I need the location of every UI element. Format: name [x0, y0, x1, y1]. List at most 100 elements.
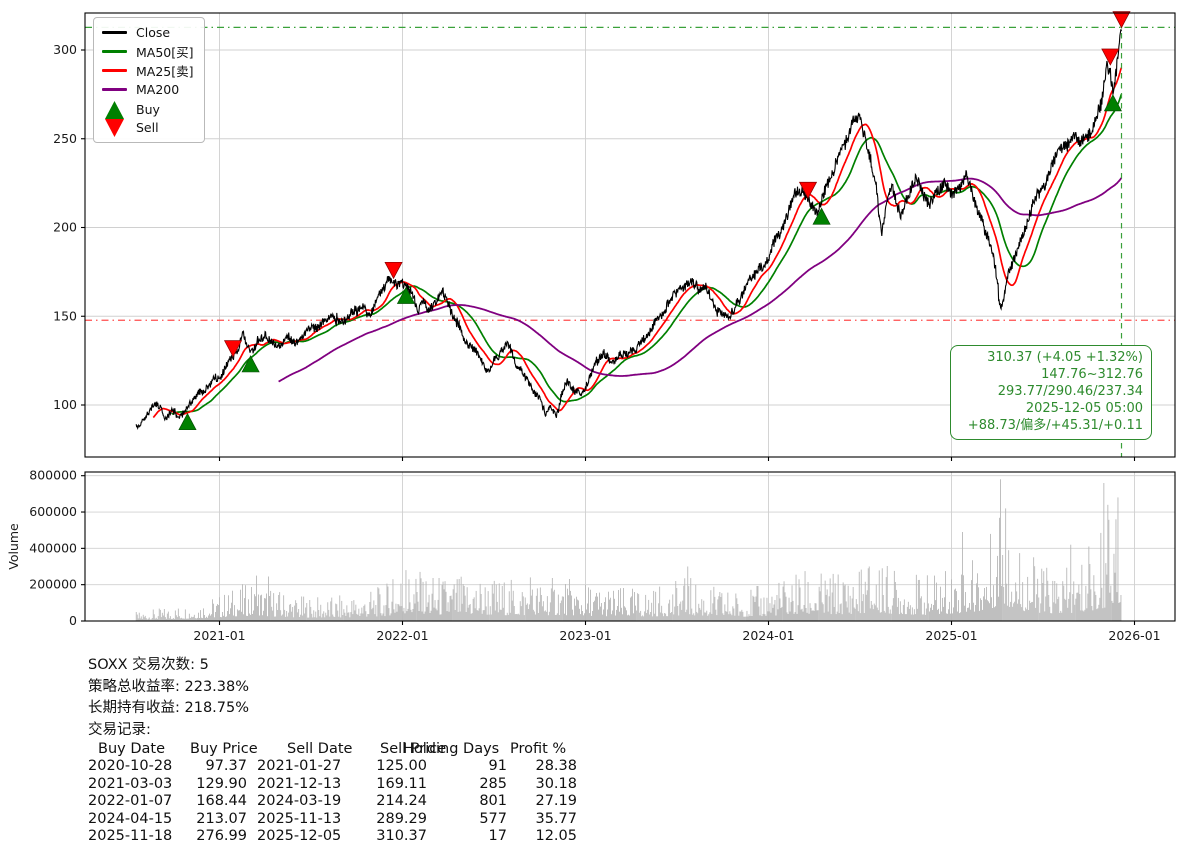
sell-marker	[223, 340, 243, 358]
trade-cell: 17	[488, 827, 507, 844]
summary-hold-return: 长期持有收益: 218.75%	[88, 700, 250, 716]
trade-row: 2024-04-15 213.07 2025-11-13 289.29 577 35.77	[88, 811, 728, 828]
buy-marker-icon	[101, 100, 127, 120]
trade-cell: 12.05	[535, 827, 577, 844]
legend-item-ma200: MA200	[101, 80, 197, 99]
trade-cell: 125.00	[376, 758, 427, 775]
volume-tick-label: 800000	[29, 468, 77, 483]
x-tick-label: 2023-01	[559, 628, 611, 643]
trade-cell: 91	[488, 758, 507, 775]
legend-line-swatch	[101, 88, 127, 91]
trade-cell: 28.38	[535, 758, 577, 775]
trade-cell: 97.37	[205, 758, 247, 775]
gridlines	[85, 13, 1175, 621]
x-tick-label: 2026-01	[1108, 628, 1160, 643]
col-buy-date: Buy Date	[98, 741, 165, 757]
price-tick-label: 100	[53, 397, 77, 412]
legend-label: Buy	[136, 102, 160, 117]
buy-marker	[1103, 94, 1122, 112]
col-profit-pct: Profit %	[510, 741, 567, 757]
axis-labels: 100 150 200 250 300 0 200000 400000 600000 800000…	[6, 42, 1161, 643]
trade-markers	[178, 11, 1131, 431]
legend-item-ma25-: MA25[卖]	[101, 61, 197, 80]
buy-marker	[178, 412, 197, 431]
legend-line-swatch	[101, 31, 127, 34]
legend-item-sell: Sell	[101, 117, 197, 138]
summary-strategy-return: 策略总收益率: 223.38%	[88, 678, 250, 695]
col-holding-days: Holding Days	[403, 741, 500, 757]
strategy-report: SOXX 交易次数: 5 策略总收益率: 223.38% 长期持有收益: 218…	[88, 655, 728, 845]
annotation-signal-line: +88.73/偏多/+45.31/+0.11	[967, 417, 1143, 433]
annotation-time-line: 2025-12-05 05:00	[1025, 400, 1143, 416]
sell-marker	[384, 261, 403, 280]
trade-cell: 276.99	[196, 827, 247, 844]
price-volume-chart: 100 150 200 250 300 0 200000 400000 600000 800000…	[6, 11, 1176, 643]
buy-marker	[396, 286, 416, 304]
trade-cell: 129.90	[196, 775, 247, 792]
col-buy-price: Buy Price	[190, 741, 258, 757]
trade-table-header: Buy Date Buy Price Sell Date Sell Price …	[88, 741, 728, 758]
annotation-price-line: 310.37 (+4.05 +1.32%)	[987, 350, 1143, 365]
trade-cell: 2021-03-03	[88, 775, 173, 792]
annotation-ma-line: 293.77/290.46/237.34	[997, 383, 1143, 399]
volume-tick-label: 200000	[29, 577, 77, 592]
x-tick-label: 2024-01	[742, 628, 794, 643]
summary-records-title: 交易记录:	[88, 721, 151, 738]
legend-item-buy: Buy	[101, 99, 197, 120]
trade-cell: 2025-11-18	[88, 827, 173, 844]
axes	[81, 12, 1176, 625]
trade-cell: 168.44	[196, 793, 247, 810]
trade-cell: 214.24	[376, 793, 427, 810]
volume-tick-label: 600000	[29, 504, 77, 519]
trade-cell: 169.11	[376, 775, 427, 792]
trade-cell: 2024-04-15	[88, 810, 173, 827]
legend-item-close: Close	[101, 23, 197, 42]
trade-cell: 30.18	[535, 775, 577, 792]
legend-label: MA25[卖]	[136, 64, 194, 79]
trade-cell: 2021-12-13	[257, 775, 342, 792]
x-tick-label: 2025-01	[925, 628, 977, 643]
trade-row: 2020-10-28 97.37 2021-01-27 125.00 91 28.38	[88, 758, 728, 775]
trade-cell: 2021-01-27	[257, 758, 342, 775]
price-tick-label: 300	[53, 42, 77, 57]
trade-cell: 213.07	[196, 810, 247, 827]
trade-cell: 27.19	[535, 793, 577, 810]
volume-axis-title: Volume	[6, 523, 21, 570]
trade-cell: 801	[479, 793, 507, 810]
ma200-line	[278, 177, 1123, 383]
volume-tick-label: 0	[69, 613, 77, 628]
trade-cell: 2025-12-05	[257, 827, 342, 844]
x-tick-label: 2022-01	[376, 628, 428, 643]
close-line	[135, 29, 1122, 431]
annotation-range-line: 147.76~312.76	[1041, 366, 1143, 382]
legend-line-swatch	[101, 50, 127, 53]
trade-row: 2021-03-03 129.90 2021-12-13 169.11 285 30.18	[88, 776, 728, 793]
sell-marker-icon	[101, 118, 127, 138]
sell-marker	[1101, 48, 1120, 66]
ma50-line	[171, 94, 1123, 415]
legend-line-swatch	[101, 69, 127, 72]
trade-row: 2022-01-07 168.44 2024-03-19 214.24 801 27.19	[88, 793, 728, 810]
legend-label: Sell	[136, 120, 159, 135]
trade-cell: 2024-03-19	[257, 793, 342, 810]
summary-trade-count: SOXX 交易次数: 5	[88, 657, 209, 673]
price-tick-label: 200	[53, 220, 77, 235]
col-sell-date: Sell Date	[287, 741, 353, 757]
trade-cell: 2025-11-13	[257, 810, 342, 827]
buy-marker	[812, 207, 831, 225]
volume-bars	[135, 479, 1122, 621]
quote-annotation-box: 310.37 (+4.05 +1.32%) 147.76~312.76 293.…	[950, 345, 1152, 440]
price-tick-label: 250	[53, 131, 77, 146]
trade-row: 2025-11-18 276.99 2025-12-05 310.37 17 12.05	[88, 828, 728, 845]
volume-tick-label: 400000	[29, 540, 77, 555]
trade-table-body: 2020-10-28 97.37 2021-01-27 125.00 91 28.38 20…	[88, 758, 728, 845]
trade-cell: 577	[479, 810, 507, 827]
trade-cell: 285	[479, 775, 507, 792]
legend-label: MA50[买]	[136, 45, 194, 60]
price-tick-label: 150	[53, 308, 77, 323]
legend-item-ma50-: MA50[买]	[101, 42, 197, 61]
trade-cell: 35.77	[535, 810, 577, 827]
trade-cell: 310.37	[376, 827, 427, 844]
col-sell-price: Sell Price	[380, 741, 447, 757]
